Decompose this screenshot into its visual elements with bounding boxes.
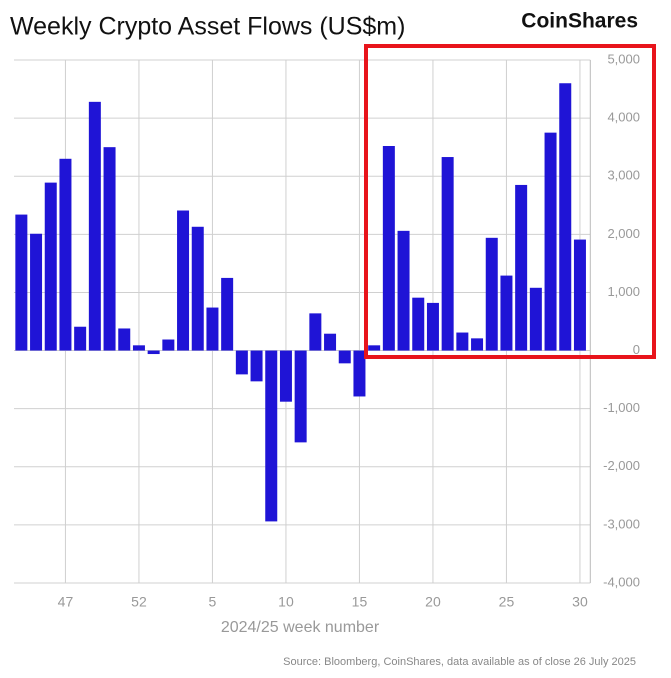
bar xyxy=(485,237,498,351)
bar xyxy=(206,307,219,351)
bar xyxy=(221,277,234,351)
bar xyxy=(324,333,337,351)
bar xyxy=(74,326,87,351)
bar xyxy=(441,157,454,351)
y-tick-label: -4,000 xyxy=(603,574,640,589)
highlight-box xyxy=(364,44,656,359)
bar xyxy=(559,83,572,351)
bar xyxy=(515,184,528,351)
bar xyxy=(59,158,72,351)
bar xyxy=(309,313,322,351)
x-tick-label: 52 xyxy=(131,594,147,610)
y-tick-label: 0 xyxy=(633,342,640,357)
bar xyxy=(294,350,307,443)
chart-title: Weekly Crypto Asset Flows (US$m) xyxy=(10,13,405,41)
y-tick-label: 2,000 xyxy=(607,226,640,241)
bar xyxy=(191,226,204,351)
x-tick-label: 20 xyxy=(425,594,441,610)
bar xyxy=(529,287,542,351)
x-tick-label: 5 xyxy=(209,594,217,610)
bar xyxy=(544,132,557,351)
bar xyxy=(338,350,351,364)
bar xyxy=(250,350,263,382)
bar xyxy=(235,350,248,375)
y-tick-label: 5,000 xyxy=(607,51,640,66)
bar xyxy=(353,350,366,397)
x-tick-label: 25 xyxy=(499,594,515,610)
bar xyxy=(279,350,292,402)
y-tick-label: 3,000 xyxy=(607,168,640,183)
bar xyxy=(15,214,28,351)
source-note: Source: Bloomberg, CoinShares, data avai… xyxy=(283,656,636,668)
bar xyxy=(412,297,425,351)
bar xyxy=(573,239,586,351)
bar xyxy=(147,350,160,355)
y-tick-label: -1,000 xyxy=(603,400,640,415)
bar xyxy=(103,147,116,351)
bar xyxy=(456,332,469,351)
bar xyxy=(382,146,395,351)
brand: CoinShares xyxy=(521,10,638,33)
x-tick-label: 10 xyxy=(278,594,294,610)
y-tick-label: 1,000 xyxy=(607,284,640,299)
x-tick-label: 30 xyxy=(572,594,588,610)
y-tick-label: 4,000 xyxy=(607,110,640,125)
bar xyxy=(177,210,190,351)
x-tick-label: 15 xyxy=(352,594,368,610)
y-tick-label: -2,000 xyxy=(603,458,640,473)
bar xyxy=(118,328,131,351)
bar xyxy=(30,233,43,351)
bar xyxy=(132,345,145,351)
bar xyxy=(500,275,513,351)
bar xyxy=(426,302,439,351)
plot: -4,000 -3,000 -2,000 -1,000 0 1,000 2,000 3,000… xyxy=(14,51,640,610)
bar xyxy=(88,101,101,351)
bar xyxy=(368,345,381,351)
x-tick-label: 47 xyxy=(58,594,74,610)
bar xyxy=(397,230,410,351)
bar xyxy=(44,182,57,351)
bar xyxy=(265,350,278,522)
x-axis-title: 2024/25 week number xyxy=(221,619,380,636)
bar xyxy=(162,339,175,351)
y-tick-label: -3,000 xyxy=(603,516,640,531)
bar xyxy=(471,338,484,351)
